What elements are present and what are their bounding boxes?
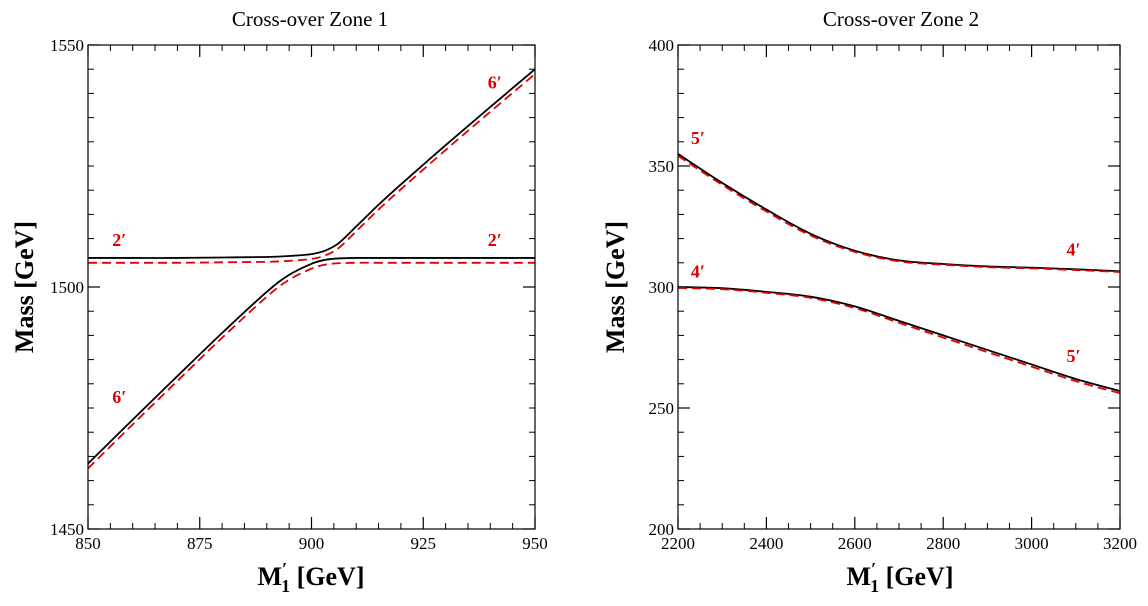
- y-tick-label: 1550: [50, 36, 84, 55]
- plot-frame: [677, 44, 1121, 530]
- series-line-dashed: [87, 73, 536, 264]
- x-axis-label-unit: [GeV]: [290, 562, 364, 591]
- x-tick-label: 3000: [1015, 534, 1049, 553]
- plot-frame: [87, 44, 536, 530]
- y-tick-label: 1500: [50, 278, 84, 297]
- curve-label: 4′: [691, 261, 705, 281]
- series-line-solid: [677, 153, 1121, 273]
- series-line-solid: [677, 286, 1121, 392]
- y-tick-label: 400: [649, 36, 675, 55]
- y-axis-label: Mass [GeV]: [601, 221, 630, 353]
- x-axis-label-sub: 1: [870, 576, 879, 596]
- x-tick-label: 3200: [1103, 534, 1137, 553]
- x-axis-label-sup: ′: [871, 559, 876, 579]
- plot-content: 850 875 900 925 950 1450 1500 1550 2′ 6′ 2′ 6′: [50, 36, 548, 553]
- x-axis-label-unit: [GeV]: [879, 562, 953, 591]
- x-axis-label-main: M: [847, 562, 872, 591]
- curve-label: 6′: [112, 387, 126, 407]
- x-tick-label: 925: [411, 534, 437, 553]
- x-axis-label: M′ 1 [GeV]: [258, 559, 365, 596]
- series-line-dashed: [677, 155, 1121, 273]
- y-tick-label: 250: [649, 399, 675, 418]
- series-line-solid: [87, 257, 535, 465]
- x-tick-label: 2800: [926, 534, 960, 553]
- chart-title: Cross-over Zone 2: [823, 7, 979, 31]
- y-tick-label: 300: [649, 278, 675, 297]
- series-line-dashed: [87, 261, 535, 470]
- curve-label: 5′: [1067, 346, 1081, 366]
- y-tick-label: 200: [649, 520, 675, 539]
- series-line-solid: [87, 68, 536, 259]
- chart-panel-zone-1: Cross-over Zone 1 850 875 900 925 950 1450 150…: [10, 7, 548, 596]
- x-tick-label: 900: [299, 534, 325, 553]
- y-tick-label: 1450: [50, 520, 84, 539]
- curve-label: 6′: [488, 73, 502, 93]
- x-tick-label: 2400: [749, 534, 783, 553]
- x-axis-label-main: M: [258, 562, 283, 591]
- x-tick-label: 2600: [838, 534, 872, 553]
- curve-label: 2′: [488, 230, 502, 250]
- x-tick-label: 950: [522, 534, 548, 553]
- curve-label: 5′: [691, 128, 705, 148]
- curve-label: 4′: [1067, 240, 1081, 260]
- curve-label: 2′: [112, 230, 126, 250]
- series-line-dashed: [677, 287, 1121, 395]
- plot-content: 2200 2400 2600 2800 3000 3200 200 250 300 350 400 5…: [649, 36, 1138, 553]
- y-axis-label: Mass [GeV]: [10, 221, 39, 353]
- y-tick-label: 350: [649, 157, 675, 176]
- x-tick-label: 850: [75, 534, 101, 553]
- x-axis-label-sub: 1: [281, 576, 290, 596]
- chart-panel-zone-2: Cross-over Zone 2 2200 2400 2600 2800 3000 32…: [601, 7, 1137, 596]
- x-axis-label-sup: ′: [282, 559, 287, 579]
- x-tick-label: 875: [187, 534, 213, 553]
- chart-title: Cross-over Zone 1: [232, 7, 388, 31]
- x-tick-label: 2200: [661, 534, 695, 553]
- x-axis-label: M′ 1 [GeV]: [847, 559, 954, 596]
